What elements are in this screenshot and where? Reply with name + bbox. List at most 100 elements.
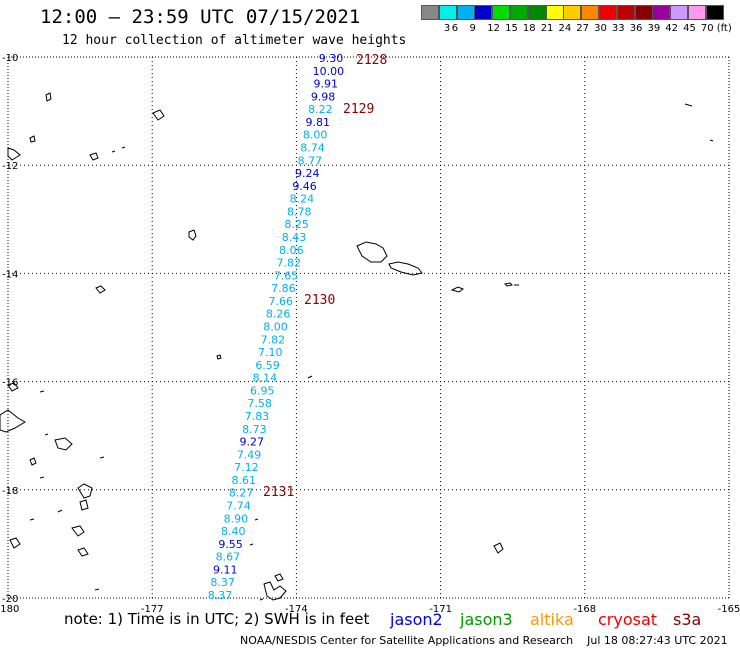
swh-value: 9.91 — [313, 78, 338, 91]
niuafoou-island — [216, 354, 222, 360]
legend-swatch — [634, 5, 653, 20]
swh-value: 9.27 — [239, 436, 264, 449]
swh-value: 9.30 — [319, 52, 344, 65]
swh-value: 8.40 — [221, 525, 246, 538]
small-islets — [7, 92, 714, 601]
swh-value: 8.00 — [263, 321, 288, 334]
swh-value: 8.00 — [303, 129, 328, 142]
swh-value: 8.78 — [287, 205, 312, 218]
swh-value: 6.59 — [255, 359, 280, 372]
manua-island — [503, 282, 519, 287]
mission-label: s3a — [673, 610, 702, 629]
footer-note: note: 1) Time is in UTC; 2) SWH is in fe… — [64, 610, 370, 628]
swh-value: 9.98 — [311, 90, 336, 103]
swh-value: 9.81 — [306, 116, 331, 129]
legend-label: 33 — [611, 23, 625, 34]
swh-value: 8.61 — [232, 474, 257, 487]
page-title: 12:00 – 23:59 UTC 07/15/2021 — [40, 6, 361, 28]
legend-label: 30 — [594, 23, 607, 34]
legend-swatch — [474, 5, 493, 20]
legend-swatch — [652, 5, 671, 20]
swh-value: 10.00 — [313, 65, 345, 78]
swh-value: 8.73 — [242, 423, 267, 436]
swh-value: 8.37 — [210, 576, 235, 589]
legend-swatch — [492, 5, 511, 20]
legend-swatch — [527, 5, 546, 20]
swh-value: 8.74 — [300, 142, 325, 155]
samoa-upolu-island — [388, 261, 423, 276]
mission-label: altika — [530, 610, 574, 629]
swh-value: 7.58 — [247, 397, 272, 410]
longitude-tick-label: -168 — [573, 604, 596, 615]
legend-swatch — [599, 5, 617, 20]
legend-label: 9 — [469, 23, 476, 34]
legend-label: 42 — [665, 23, 679, 34]
mission-label: cryosat — [598, 610, 658, 629]
legend-label: (ft) — [716, 23, 732, 34]
legend-label: 15 — [505, 23, 518, 34]
swh-value: 7.49 — [237, 448, 262, 461]
fiji-southern-islands — [9, 525, 89, 557]
samoa-savaii-island — [356, 241, 388, 263]
swh-value: 7.10 — [258, 346, 283, 359]
mission-label: jason3 — [460, 610, 513, 629]
latitude-tick-label: -12 — [2, 161, 18, 172]
legend-swatch — [670, 5, 689, 20]
legend-label: 18 — [522, 23, 536, 34]
legend-label: 45 — [683, 23, 696, 34]
legend-label: 39 — [647, 23, 661, 34]
legend-label: 6 — [451, 23, 459, 34]
legend-swatch — [421, 5, 439, 20]
swh-value: 8.90 — [224, 512, 249, 525]
page-subtitle: 12 hour collection of altimeter wave hei… — [62, 33, 407, 48]
longitude-tick-label: -165 — [718, 604, 740, 615]
legend-swatch — [581, 5, 600, 20]
legend-label: 12 — [487, 23, 501, 34]
longitude-tick-label: -180 — [0, 604, 19, 615]
swh-value: 7.86 — [271, 282, 296, 295]
swh-value: 8.22 — [308, 103, 333, 116]
legend-swatch — [616, 5, 635, 20]
fiji-vanua-levu — [0, 409, 26, 433]
swh-value: 7.82 — [276, 257, 301, 270]
pass-number-label: 2130 — [304, 293, 335, 308]
mission-label: jason2 — [390, 610, 443, 629]
swh-value: 8.77 — [298, 154, 323, 167]
map-grid: -10 -12 -14 -16 -18 -20-180 -177 -174 -171 -168 -1… — [0, 53, 740, 615]
swh-value: 7.66 — [269, 295, 294, 308]
legend-label: 21 — [540, 23, 554, 34]
longitude-tick-label: -174 — [285, 604, 308, 615]
swh-track: 9.3010.009.919.988.229.818.008.748.779.2… — [208, 52, 344, 602]
fiji-lau-islands — [77, 483, 93, 511]
futuna-island — [95, 285, 106, 294]
swh-value: 8.26 — [266, 308, 291, 321]
swh-value: 8.14 — [253, 372, 278, 385]
swh-value: 9.46 — [292, 180, 317, 193]
latitude-tick-label: -16 — [2, 378, 18, 389]
swh-value: 7.82 — [261, 333, 286, 346]
swh-value: 8.67 — [216, 551, 241, 564]
credits-line: NOAA/NESDIS Center for Satellite Applica… — [240, 634, 728, 647]
land-outlines — [0, 92, 714, 601]
swh-value: 9.55 — [218, 538, 243, 551]
pass-number-label: 2131 — [263, 485, 294, 500]
swh-value: 8.27 — [229, 487, 254, 500]
legend-swatch — [456, 5, 475, 20]
swh-value: 8.25 — [284, 218, 309, 231]
legend-swatch — [563, 5, 582, 20]
pass-number-label: 2128 — [356, 53, 387, 68]
swh-value: 7.74 — [226, 500, 251, 513]
legend-label: 24 — [558, 23, 572, 34]
swh-value: 7.65 — [274, 269, 299, 282]
legend-label: 36 — [629, 23, 643, 34]
swh-value: 6.95 — [250, 384, 275, 397]
wallis-island — [188, 229, 197, 241]
swh-value: 7.12 — [234, 461, 259, 474]
tonga-islands-group — [263, 573, 287, 601]
swh-value: 9.11 — [213, 563, 238, 576]
pass-number-label: 2129 — [343, 102, 374, 117]
longitude-tick-label: -177 — [141, 604, 164, 615]
fiji-taveuni — [54, 437, 73, 451]
legend-swatch — [705, 5, 724, 20]
